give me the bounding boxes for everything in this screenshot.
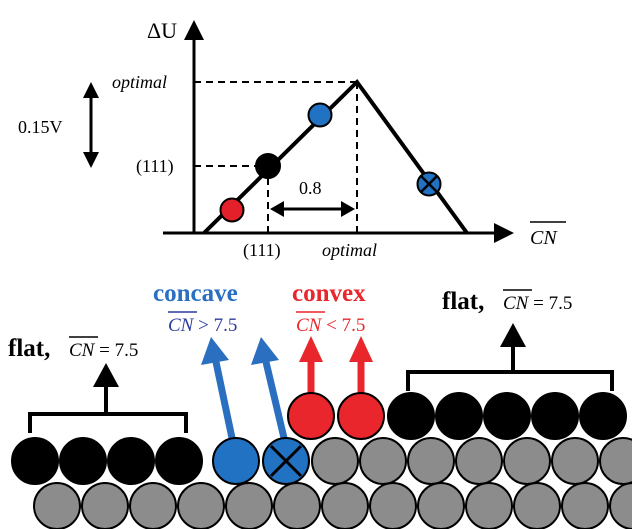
flat-left-label: flat, CN = 7.5 [8,335,138,362]
convex-label: convex [292,280,366,307]
voltage-arrowhead-bottom [83,152,99,168]
svg-text:CN = 7.5: CN = 7.5 [503,293,572,314]
gap-arrowhead-right [341,201,355,217]
flat-left-bracket [28,385,188,433]
concave-condition: CN > 7.5 [168,311,237,336]
concave-label: concave [153,280,238,307]
y-tick-optimal: optimal [112,72,167,92]
flat-right-arrowhead [500,323,526,347]
flat-right-bracket [406,345,614,391]
svg-text:CN = 7.5: CN = 7.5 [69,340,138,361]
red-site-point [219,197,245,223]
blue-site-point [307,102,333,128]
gap-label: 0.8 [299,178,322,198]
svg-text:CN < 7.5: CN < 7.5 [296,315,365,336]
convex-red-atom-1 [287,392,335,440]
convex-condition: CN < 7.5 [296,311,365,336]
x-axis-label: CN [530,221,566,249]
svg-text:flat,: flat, [442,288,484,315]
flat-right-terrace-atoms [387,392,627,440]
x-tick-111: (111) [243,240,281,261]
convex-red-atom-2 [337,392,385,440]
surface-schematic: concave CN > 7.5 convex CN < 7.5 flat, C… [8,280,632,529]
activity-plot: ΔU CN optimal (111) (111) optimal 0.8 0.… [18,18,566,261]
voltage-arrowhead-top [83,82,99,98]
y-tick-111: (111) [136,156,174,177]
concave-blue-atom [212,437,260,485]
concave-blue-crossed-atom [262,437,310,485]
x-tick-optimal: optimal [322,240,377,260]
y-axis-arrowhead [184,20,204,40]
gap-arrowhead-left [270,201,284,217]
svg-text:flat,: flat, [8,335,50,362]
svg-text:CN > 7.5: CN > 7.5 [168,315,237,336]
flat-left-terrace-atoms [11,437,203,485]
flat-right-label: flat, CN = 7.5 [442,288,572,315]
flat-left-arrowhead [93,363,119,387]
voltage-label: 0.15V [18,117,63,137]
substrate-bottom-row [33,482,632,529]
convex-arrows [299,336,373,396]
substrate-middle-row [311,437,632,485]
blue-crossed-site-point [416,171,442,197]
svg-text:CN: CN [530,227,558,249]
y-axis-label: ΔU [147,18,177,43]
x-axis-arrowhead [494,223,514,243]
concave-arrows [201,337,288,439]
black-111-site-point [255,153,281,179]
